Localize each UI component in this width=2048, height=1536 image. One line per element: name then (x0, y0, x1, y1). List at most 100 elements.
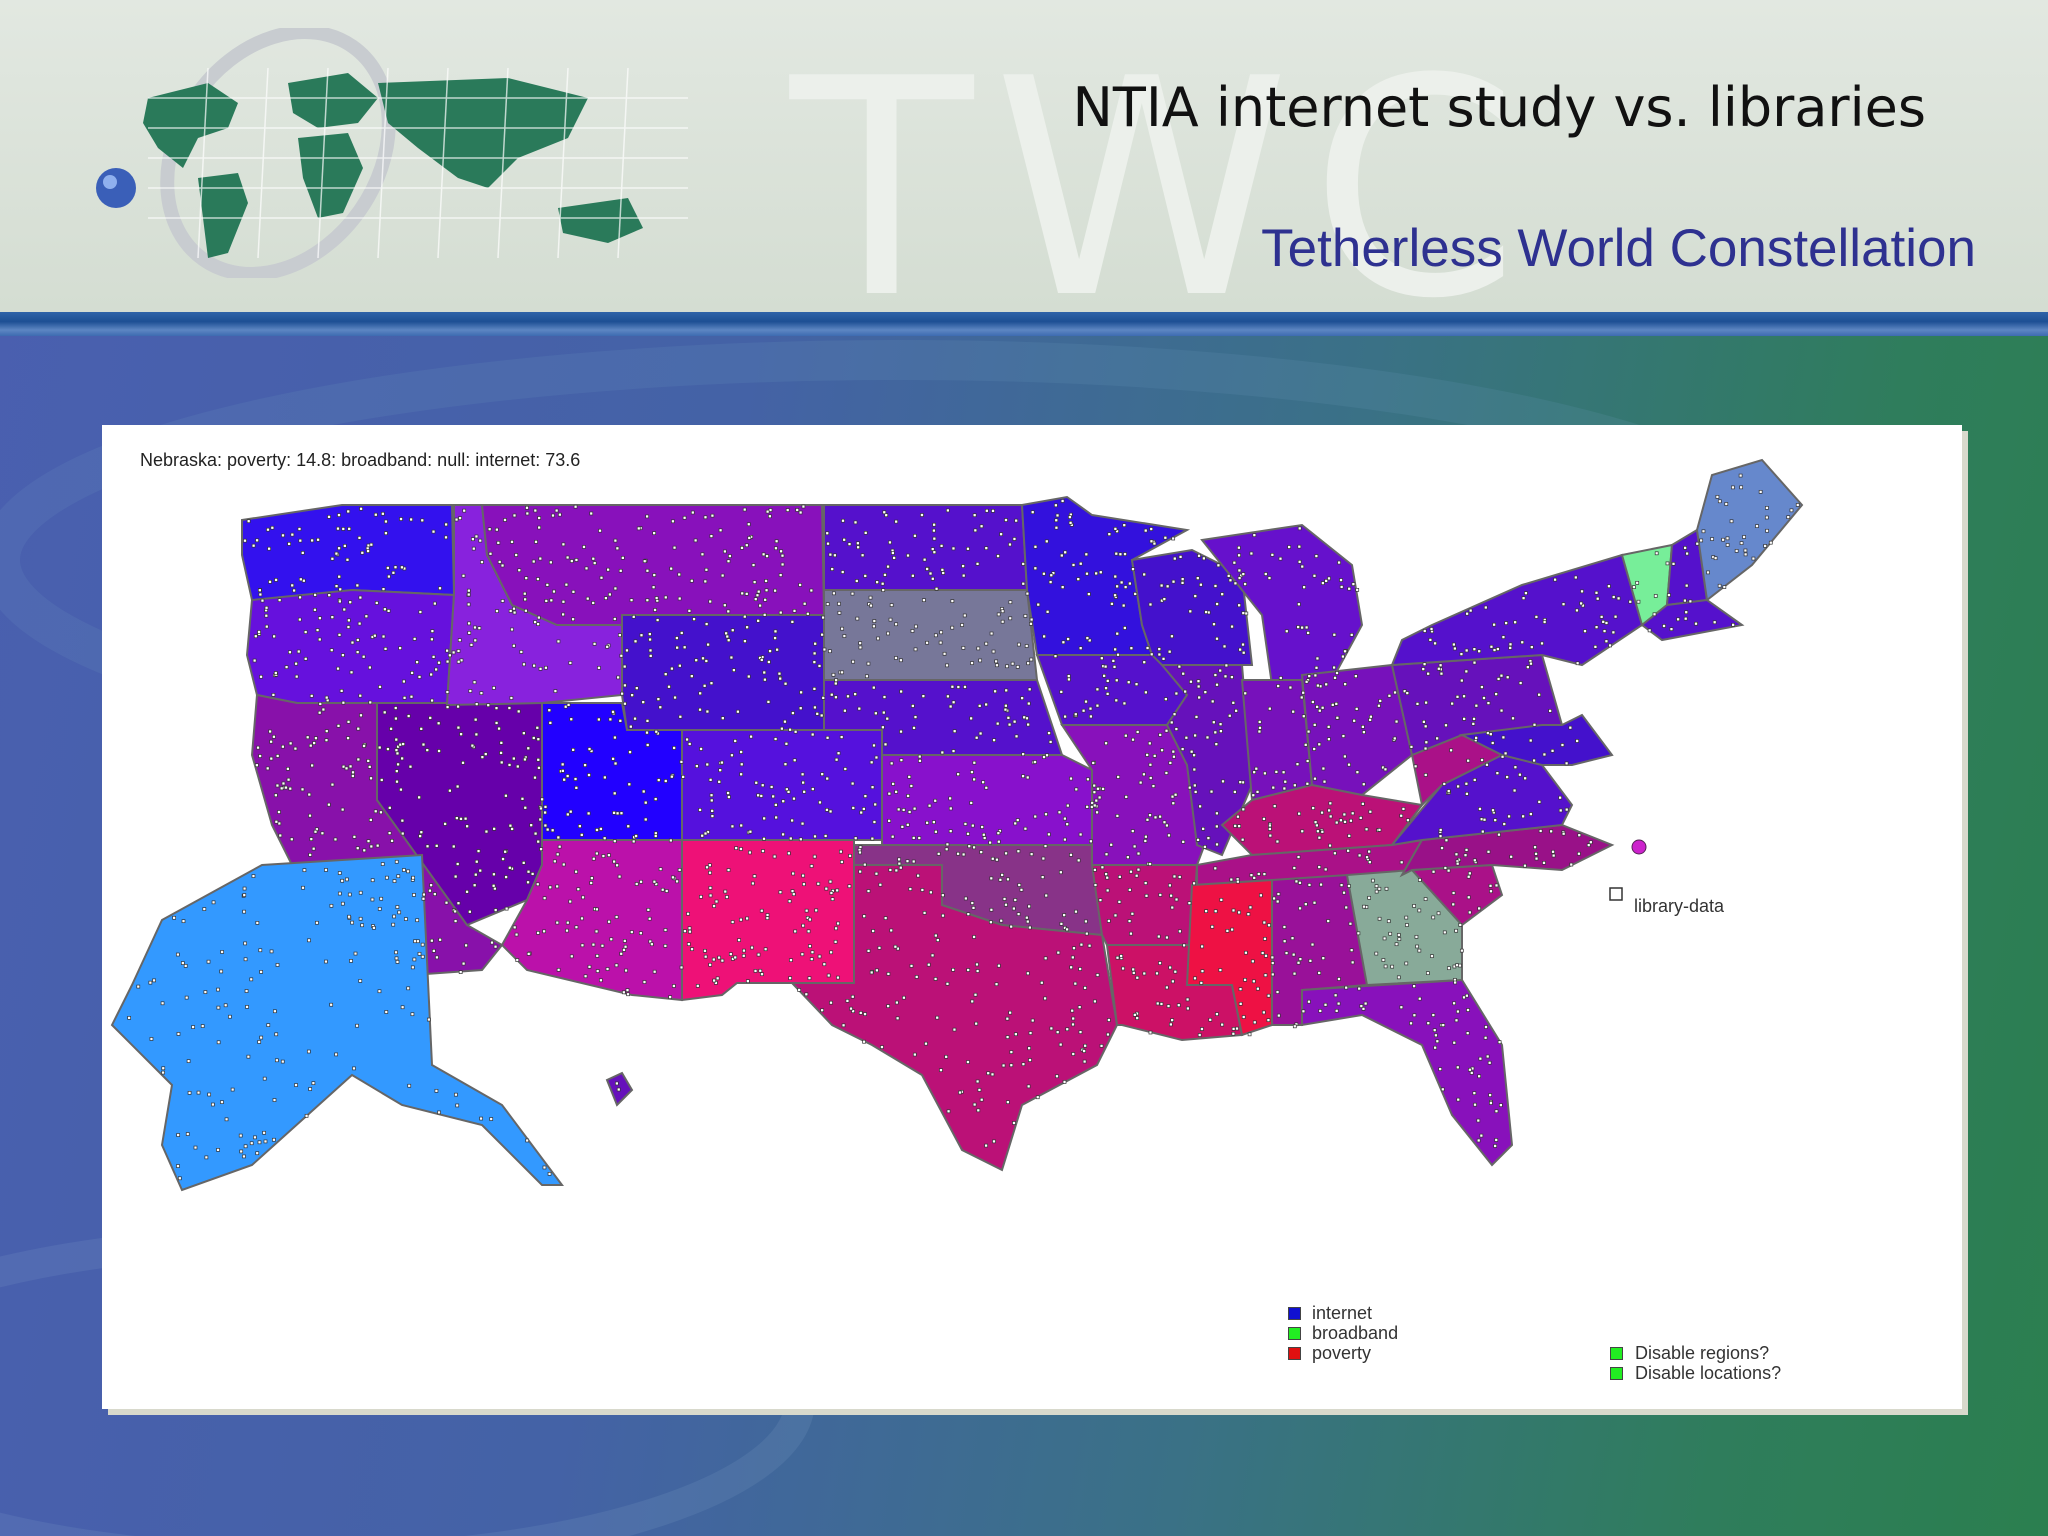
library-dot[interactable] (536, 615, 541, 620)
library-dot[interactable] (1267, 923, 1271, 928)
library-dot[interactable] (1462, 694, 1466, 699)
library-dot[interactable] (1438, 834, 1443, 839)
library-dot[interactable] (634, 882, 639, 886)
library-dot[interactable] (1128, 581, 1132, 586)
library-dot[interactable] (1215, 811, 1219, 816)
library-dot[interactable] (966, 912, 971, 917)
library-dot[interactable] (1318, 1009, 1323, 1013)
library-dot[interactable] (901, 808, 906, 812)
library-dot[interactable] (383, 647, 388, 651)
library-dot[interactable] (788, 727, 792, 732)
library-dot[interactable] (1361, 725, 1365, 729)
library-dot[interactable] (526, 951, 531, 956)
library-dot[interactable] (430, 637, 434, 642)
library-dot[interactable] (193, 1145, 198, 1150)
library-dot[interactable] (1404, 961, 1409, 966)
library-dot[interactable] (726, 609, 731, 614)
library-dot[interactable] (760, 783, 765, 788)
library-dot[interactable] (629, 598, 634, 603)
library-dot[interactable] (730, 920, 735, 924)
library-dot[interactable] (663, 944, 668, 948)
library-dot[interactable] (337, 513, 341, 517)
library-dot[interactable] (398, 646, 402, 650)
library-dot[interactable] (910, 629, 915, 633)
library-dot[interactable] (1472, 660, 1477, 665)
library-dot[interactable] (1314, 554, 1319, 558)
library-dot[interactable] (1165, 823, 1169, 828)
library-dot[interactable] (1313, 673, 1318, 678)
library-dot[interactable] (829, 1000, 833, 1005)
library-dot[interactable] (878, 882, 883, 887)
library-dot[interactable] (294, 1083, 298, 1087)
library-dot[interactable] (825, 531, 830, 536)
library-dot[interactable] (795, 508, 800, 512)
library-dot[interactable] (946, 508, 950, 513)
library-dot[interactable] (1442, 930, 1447, 935)
library-dot[interactable] (641, 789, 646, 794)
library-dot[interactable] (1443, 866, 1448, 870)
library-dot[interactable] (1327, 737, 1331, 742)
library-dot[interactable] (347, 526, 352, 531)
library-dot[interactable] (536, 737, 541, 742)
library-dot[interactable] (787, 899, 792, 904)
library-dot[interactable] (346, 736, 350, 740)
library-dot[interactable] (1308, 958, 1313, 963)
library-dot[interactable] (623, 701, 627, 706)
library-dot[interactable] (881, 725, 885, 730)
library-dot[interactable] (1495, 771, 1500, 775)
library-dot[interactable] (1084, 552, 1089, 557)
library-dot[interactable] (658, 867, 663, 871)
library-dot[interactable] (427, 1017, 431, 1022)
library-dot[interactable] (863, 1012, 867, 1016)
library-dot[interactable] (492, 826, 497, 831)
library-dot[interactable] (1014, 1032, 1018, 1037)
library-dot[interactable] (1508, 642, 1513, 647)
library-dot[interactable] (1442, 782, 1447, 786)
library-dot[interactable] (1440, 1087, 1445, 1092)
library-dot[interactable] (1482, 696, 1486, 700)
region-north-dakota[interactable] (823, 504, 1029, 591)
library-dot[interactable] (1130, 911, 1135, 916)
library-dot[interactable] (317, 710, 322, 715)
library-dot[interactable] (385, 875, 389, 880)
library-dot[interactable] (708, 893, 713, 898)
library-dot[interactable] (1213, 909, 1218, 914)
library-dot[interactable] (1262, 817, 1266, 821)
library-dot[interactable] (991, 509, 995, 513)
library-dot[interactable] (829, 692, 834, 697)
library-dot[interactable] (273, 1009, 277, 1014)
library-dot[interactable] (1266, 1018, 1271, 1022)
library-dot[interactable] (1579, 601, 1583, 606)
library-dot[interactable] (476, 849, 481, 853)
library-dot[interactable] (311, 846, 316, 851)
library-dot[interactable] (565, 774, 570, 778)
library-dot[interactable] (597, 665, 601, 670)
library-dot[interactable] (445, 659, 450, 664)
library-dot[interactable] (1423, 897, 1428, 901)
library-dot[interactable] (802, 882, 806, 887)
library-dot[interactable] (345, 557, 350, 562)
library-dot[interactable] (523, 805, 528, 810)
library-dot[interactable] (1098, 898, 1103, 902)
library-dot[interactable] (1144, 893, 1149, 898)
library-dot[interactable] (1003, 707, 1008, 712)
library-dot[interactable] (620, 555, 625, 560)
library-dot[interactable] (1091, 761, 1096, 765)
library-dot[interactable] (739, 772, 743, 777)
library-dot[interactable] (1485, 762, 1489, 767)
library-dot[interactable] (1148, 602, 1153, 607)
library-dot[interactable] (1215, 1012, 1219, 1016)
library-dot[interactable] (352, 835, 357, 839)
region-maine[interactable] (1695, 458, 1804, 602)
library-dot[interactable] (717, 955, 721, 960)
library-dot[interactable] (501, 857, 505, 861)
library-dot[interactable] (337, 599, 342, 604)
library-dot[interactable] (380, 862, 385, 866)
library-dot[interactable] (313, 829, 318, 834)
library-dot[interactable] (257, 630, 261, 634)
library-dot[interactable] (1491, 808, 1495, 813)
library-dot[interactable] (1302, 585, 1306, 590)
library-dot[interactable] (912, 726, 916, 730)
library-dot[interactable] (1042, 755, 1046, 759)
library-dot[interactable] (654, 596, 659, 600)
